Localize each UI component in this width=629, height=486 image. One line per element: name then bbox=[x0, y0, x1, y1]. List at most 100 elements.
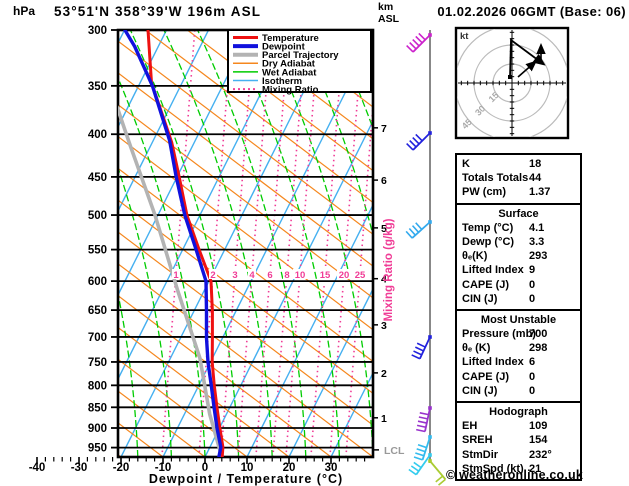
altitude-axis-unit: km ASL bbox=[378, 1, 399, 25]
mixing-ratio-line bbox=[255, 282, 271, 457]
page-title: 53°51'N 358°39'W 196m ASL bbox=[54, 4, 262, 19]
stat-label: SREH bbox=[462, 434, 493, 447]
stat-label: PW (cm) bbox=[462, 186, 506, 199]
parcel-trajectory-curve bbox=[118, 105, 224, 457]
wind-barb-tick bbox=[415, 452, 425, 457]
stat-row: K 18 bbox=[457, 157, 580, 171]
legend-label: Wet Adiabat bbox=[262, 67, 317, 78]
wind-barb-tick bbox=[419, 411, 429, 416]
wind-barb bbox=[413, 435, 432, 461]
wet-adiabat-line bbox=[264, 30, 373, 457]
stat-value: 6 bbox=[529, 356, 536, 369]
pressure-tick-label: 350 bbox=[88, 81, 107, 93]
stat-label: CIN (J) bbox=[462, 292, 498, 305]
wet-adiabat-line bbox=[118, 165, 173, 457]
wind-barb-stem bbox=[419, 336, 431, 360]
wind-barb-tick bbox=[417, 420, 427, 424]
stat-value: 0 bbox=[529, 278, 536, 291]
stat-label: Pressure (mb) bbox=[462, 328, 536, 341]
stat-value: 154 bbox=[529, 434, 548, 447]
stat-row: CIN (J) 0 bbox=[457, 292, 580, 306]
pressure-tick-label: 400 bbox=[88, 129, 107, 141]
km-tick-label: 5 bbox=[381, 223, 387, 235]
mixing-ratio-value-label: 6 bbox=[267, 270, 272, 281]
section-header: Hodograph bbox=[489, 406, 548, 418]
stat-value: 1.37 bbox=[529, 186, 551, 199]
section-header: Most Unstable bbox=[480, 313, 557, 326]
stat-row: Lifted Index 6 bbox=[457, 355, 580, 369]
dry-adiabat-line bbox=[228, 30, 373, 140]
stat-label: CAPE (J) bbox=[462, 370, 510, 383]
mixing-ratio-value-label: 15 bbox=[320, 270, 331, 281]
pressure-tick-label: 300 bbox=[88, 25, 107, 37]
dry-adiabat-line bbox=[270, 30, 373, 108]
dry-adiabat-line bbox=[144, 30, 373, 204]
mixing-label-bg bbox=[248, 269, 256, 279]
stats-section: K 18 Totals Totals 44 PW (cm) 1.37 bbox=[457, 155, 580, 203]
wind-barb-tick bbox=[413, 456, 423, 461]
stats-section: Most Unstable Pressure (mb) 700 θₑ (K) 298 Li… bbox=[457, 308, 580, 401]
stat-label: Temp (°C) bbox=[462, 221, 514, 234]
dry-adiabat-line bbox=[118, 167, 373, 363]
wind-barb-tick bbox=[438, 478, 446, 486]
wind-barb-tick bbox=[415, 133, 423, 142]
isotherm-line bbox=[118, 30, 168, 129]
stat-row: Dewp (°C) 3.3 bbox=[457, 235, 580, 249]
mixing-ratio-line bbox=[345, 282, 361, 457]
wind-barb-tick bbox=[435, 475, 444, 483]
hodograph-arrow bbox=[517, 60, 538, 78]
wind-barb-tick bbox=[409, 42, 417, 50]
wind-barb bbox=[405, 220, 432, 239]
dry-adiabat-line bbox=[118, 40, 373, 236]
mixing-label-bg bbox=[318, 269, 332, 279]
mixing-ratio-line bbox=[285, 282, 301, 457]
mixing-ratio-value-label: 20 bbox=[339, 270, 350, 281]
stat-row: PW (cm) 1.37 bbox=[457, 185, 580, 199]
pressure-tick-label: 550 bbox=[88, 245, 107, 257]
legend-label: Dewpoint bbox=[262, 42, 306, 53]
wind-barb-tick bbox=[410, 465, 420, 472]
wet-adiabat-line bbox=[163, 30, 273, 457]
wind-barb-tick bbox=[414, 346, 424, 352]
stat-row: StmSpd (kt) 21 bbox=[457, 462, 580, 476]
pressure-tick-label: 500 bbox=[88, 210, 107, 222]
km-tick-label: 1 bbox=[381, 413, 387, 425]
stat-row: CAPE (J) 0 bbox=[457, 278, 580, 292]
wind-barb-tick bbox=[409, 140, 417, 148]
stats-panel: K 18 Totals Totals 44 PW (cm) 1.37 Surface Temp… bbox=[455, 153, 582, 481]
stat-row: SREH 154 bbox=[457, 433, 580, 447]
temp-tick-label: -10 bbox=[155, 462, 172, 474]
run-datetime: 01.02.2026 06GMT (Base: 06) bbox=[437, 4, 626, 19]
temp-tick-label: -20 bbox=[113, 462, 130, 474]
wind-barb-tick bbox=[411, 225, 420, 233]
mixing-ratio-value-label: 8 bbox=[284, 270, 289, 281]
stat-row: θₑ (K) 298 bbox=[457, 341, 580, 355]
temp-tick-label: -40 bbox=[29, 462, 46, 474]
stat-row: StmDir 232° bbox=[457, 448, 580, 462]
wet-adiabat-line bbox=[196, 30, 307, 457]
km-tick-label: 6 bbox=[381, 175, 387, 187]
pressure-tick-label: 950 bbox=[88, 443, 107, 455]
stat-row: CIN (J) 0 bbox=[457, 384, 580, 398]
dry-adiabat-line bbox=[118, 422, 164, 457]
pressure-tick-label: 800 bbox=[88, 380, 107, 392]
wet-adiabat-line bbox=[129, 30, 240, 457]
stat-label: Lifted Index bbox=[462, 264, 524, 277]
mixing-label-bg bbox=[209, 269, 217, 279]
pressure-axis-unit: hPa bbox=[13, 4, 36, 18]
mixing-ratio-value-label: 1 bbox=[173, 270, 179, 281]
stat-value: 18 bbox=[529, 158, 542, 170]
mixing-label-bg bbox=[283, 269, 291, 279]
wind-barb-tick bbox=[417, 444, 427, 449]
pressure-tick-label: 650 bbox=[88, 305, 107, 317]
stat-label: θₑ (K) bbox=[462, 342, 491, 355]
wind-barb-tick bbox=[405, 230, 413, 239]
wind-barb-tick bbox=[412, 136, 420, 145]
temp-tick-label: 10 bbox=[241, 462, 254, 474]
wind-barb bbox=[406, 131, 432, 151]
mixing-ratio-value-label: 4 bbox=[249, 270, 255, 281]
mixing-ratio-line bbox=[198, 282, 214, 457]
mixing-label-bg bbox=[353, 269, 367, 279]
stat-value: 4.1 bbox=[529, 221, 545, 234]
legend-label: Mixing Ratio bbox=[262, 85, 319, 96]
